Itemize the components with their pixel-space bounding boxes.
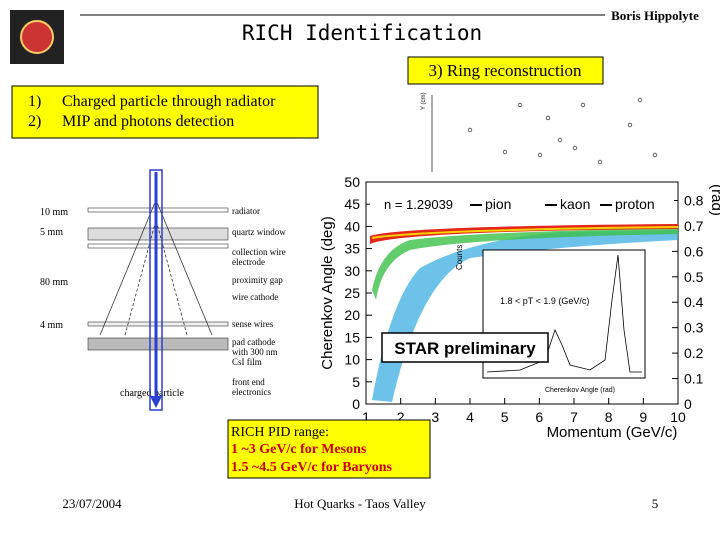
y2-tick-label: 0.7: [684, 218, 704, 234]
pid-line: 1 ~3 GeV/c for Mesons: [231, 442, 367, 457]
ring-plot: [415, 90, 680, 175]
legend-box: [370, 192, 674, 214]
y2-axis-label: (rad): [708, 184, 720, 216]
y-tick-label: 20: [344, 307, 360, 323]
footer-page: 5: [652, 496, 659, 511]
y-tick-label: 5: [352, 374, 360, 390]
detector-layer: [87, 337, 229, 351]
particle-label: charged particle: [120, 388, 185, 399]
ring-hit: [652, 152, 658, 158]
x-tick-label: 7: [570, 409, 578, 425]
callout-box: [407, 56, 604, 85]
x-tick-label: 9: [639, 409, 647, 425]
step-number: 1): [28, 93, 41, 110]
x-tick-label: 3: [431, 409, 439, 425]
y2-tick-label: 0.6: [684, 243, 704, 259]
detector-label: proximity gap: [232, 275, 283, 285]
detector-label: front end electronics: [232, 377, 271, 397]
y2-tick-label: 0.2: [684, 345, 704, 361]
ring-hit: [502, 149, 508, 155]
y-tick-label: 25: [344, 285, 360, 301]
y2-tick-label: 0: [684, 396, 692, 412]
y-tick-label: 35: [344, 241, 360, 257]
y-tick-label: 40: [344, 218, 360, 234]
y-axis-label: Cherenkov Angle (deg): [319, 216, 336, 369]
pion-core: [371, 226, 679, 239]
ring-hit: [627, 122, 633, 128]
particle-frame: [149, 169, 163, 411]
ring-hit: [597, 159, 603, 165]
ring-hit: [637, 97, 643, 103]
stamp: STAR preliminary: [394, 339, 536, 358]
x-tick-label: 10: [670, 409, 686, 425]
inset-cut: 1.8 < pT < 1.9 (GeV/c): [500, 296, 589, 306]
ring-hit: [467, 127, 473, 133]
footer-date: 23/07/2004: [62, 496, 122, 511]
ring-hit: [537, 152, 543, 158]
y2-tick-label: 0.1: [684, 371, 704, 387]
x-tick-label: 8: [605, 409, 613, 425]
y2-tick-label: 0.4: [684, 294, 704, 310]
index-label: n = 1.29039: [384, 197, 453, 212]
logo-emblem: [20, 20, 54, 54]
arrow-head: [150, 396, 162, 408]
inset-x-label: Cherenkov Angle (rad): [545, 387, 615, 394]
pid-heading: RICH PID range:: [231, 425, 329, 440]
callout: 3) Ring reconstruction: [429, 61, 582, 80]
y2-tick-label: 0.3: [684, 320, 704, 336]
stamp-box: [381, 332, 549, 363]
y-tick-label: 0: [352, 396, 360, 412]
ring-hit: [557, 137, 563, 143]
legend-entry: pion: [485, 196, 511, 212]
inset-y-label: Counts: [455, 245, 464, 270]
y-tick-label: 45: [344, 196, 360, 212]
detector-layer: [87, 207, 229, 213]
dimension: 4 mm: [40, 320, 63, 331]
ring-y-label: Y (cm): [421, 92, 427, 110]
x-tick-label: 6: [535, 409, 543, 425]
detector-label: radiator: [232, 206, 260, 216]
dimension: 80 mm: [40, 277, 68, 288]
pid-box: [227, 419, 431, 479]
y-tick-label: 30: [344, 263, 360, 279]
pid-line: 1.5 ~4.5 GeV/c for Baryons: [231, 460, 393, 475]
detector-layer: [87, 227, 229, 241]
detector-label: quartz window: [232, 227, 286, 237]
dimension: 10 mm: [40, 207, 68, 218]
x-tick-label: 2: [397, 409, 405, 425]
detector-label: pad cathode with 300 nm CsI film: [232, 337, 278, 367]
detector-layer: [87, 321, 229, 327]
proton-band: [372, 230, 678, 402]
author: Boris Hippolyte: [611, 8, 699, 23]
detector-label: wire cathode: [232, 292, 278, 302]
x-tick-label: 5: [501, 409, 509, 425]
y-tick-label: 10: [344, 352, 360, 368]
y-tick-label: 15: [344, 329, 360, 345]
y2-tick-label: 0.5: [684, 269, 704, 285]
x-tick-label: 1: [362, 409, 370, 425]
step-number: 2): [28, 113, 41, 130]
legend-entry: kaon: [560, 196, 590, 212]
x-axis-label: Momentum (GeV/c): [547, 424, 678, 441]
legend-entry: proton: [615, 196, 655, 212]
ring-hit: [572, 145, 578, 151]
ring-hit: [580, 102, 586, 108]
step-text: MIP and photons detection: [62, 113, 234, 130]
step-text: Charged particle through radiator: [62, 93, 276, 110]
ring-hit: [545, 115, 551, 121]
ring-hit: [517, 102, 523, 108]
detector-label: sense wires: [232, 319, 274, 329]
steps-box: [11, 85, 319, 139]
footer-event: Hot Quarks - Taos Valley: [294, 496, 426, 511]
y2-tick-label: 0.8: [684, 192, 704, 208]
detector-layer: [87, 243, 229, 249]
dimension: 5 mm: [40, 227, 63, 238]
y-tick-label: 50: [344, 174, 360, 190]
detector-label: collection wire electrode: [232, 247, 286, 267]
title: RICH Identification: [242, 21, 482, 45]
x-tick-label: 4: [466, 409, 474, 425]
